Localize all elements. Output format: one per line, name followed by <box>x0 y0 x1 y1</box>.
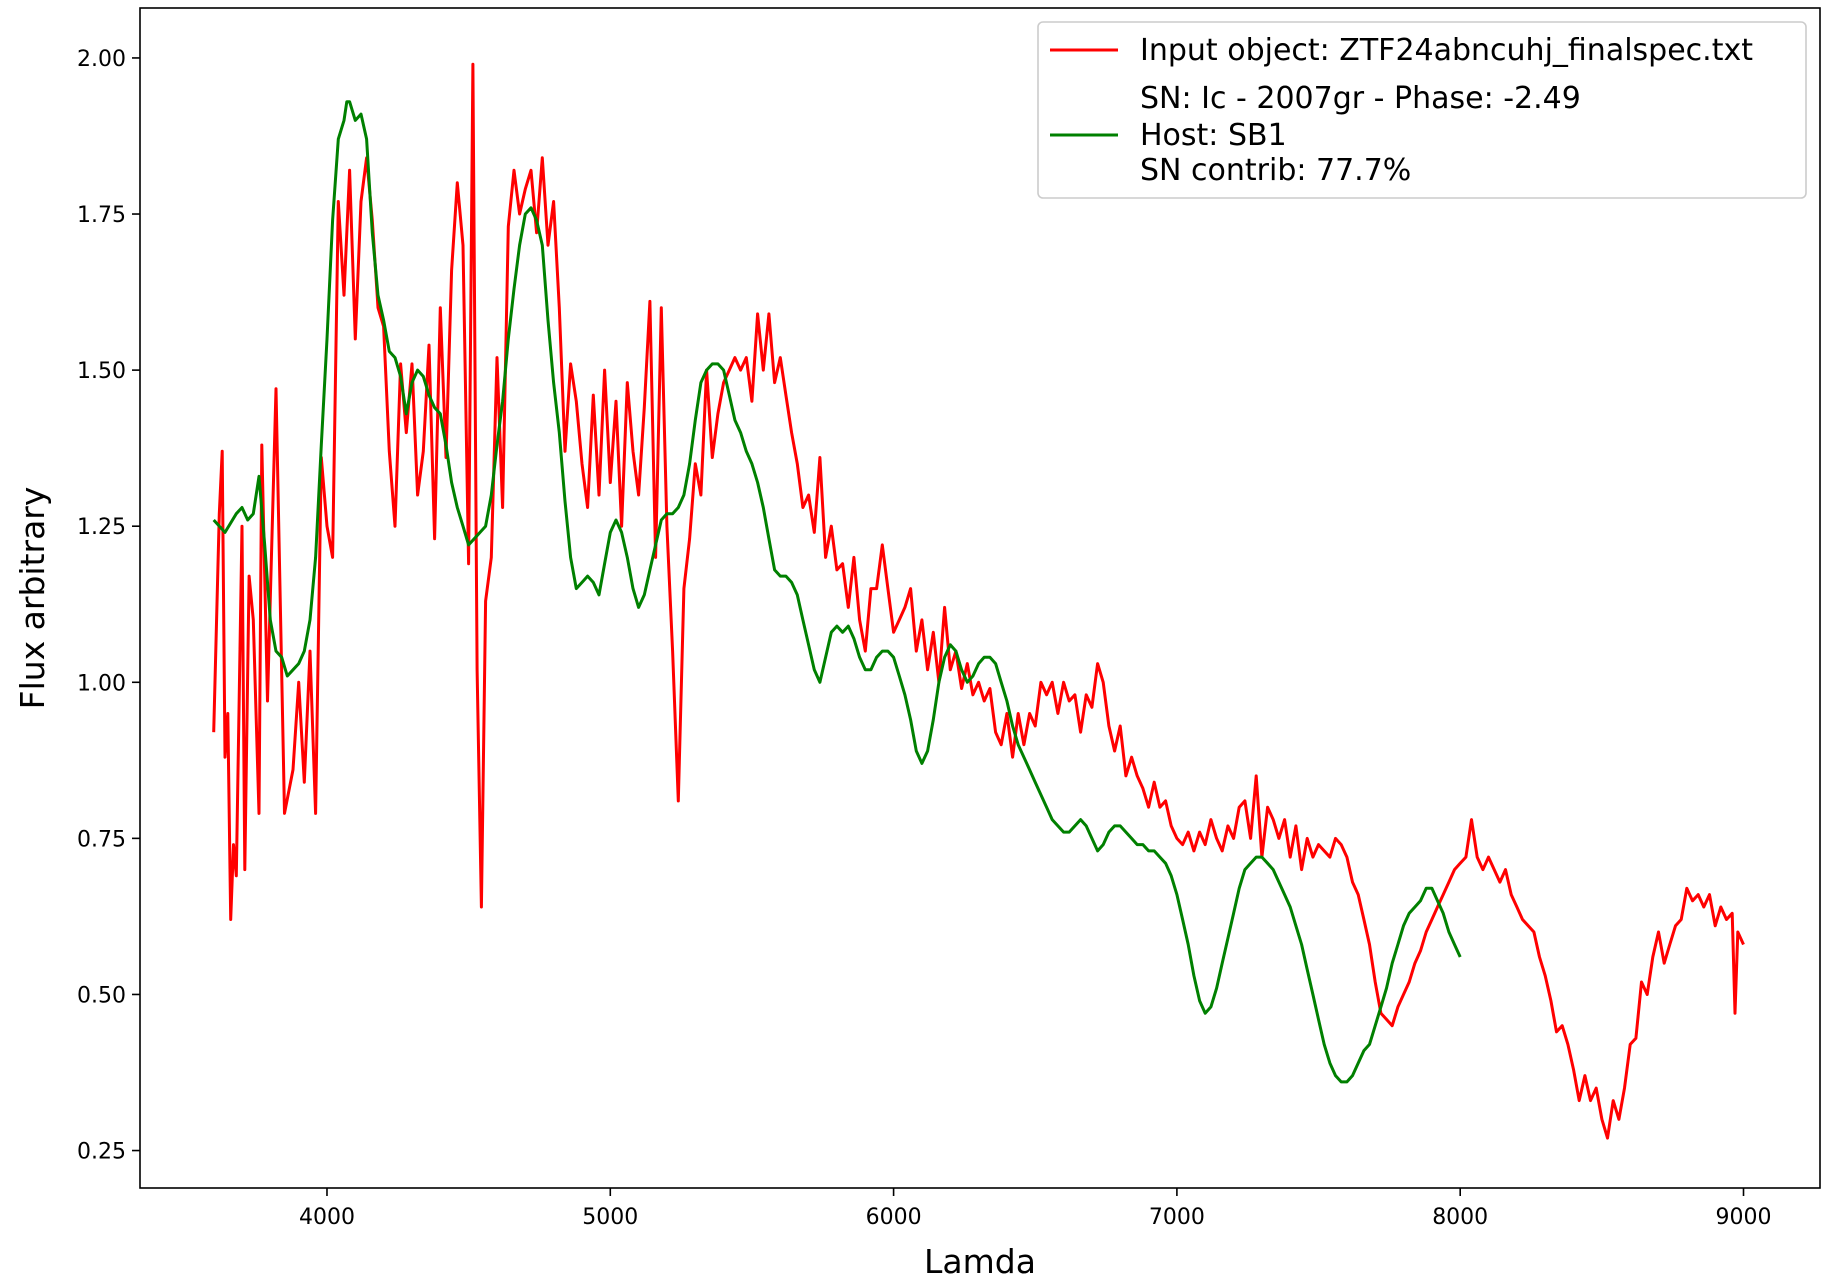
series-line-host-template <box>212 100 1462 1084</box>
series-layer <box>212 62 1745 1140</box>
x-tick-label: 6000 <box>866 1205 922 1230</box>
legend-label-sn: SN: Ic - 2007gr - Phase: -2.49 <box>1140 81 1581 116</box>
ticks-layer: 4000 5000 6000 7000 8000 9000 0.25 0.50 0.75 1.00… <box>77 47 1771 1230</box>
x-tick-label: 5000 <box>582 1205 638 1230</box>
legend-label-contrib: SN contrib: 77.7% <box>1140 153 1411 188</box>
x-tick-label: 9000 <box>1716 1205 1772 1230</box>
y-tick-label: 2.00 <box>77 47 126 72</box>
y-axis-title: Flux arbitrary <box>13 487 52 710</box>
x-axis-title: Lamda <box>924 1242 1036 1281</box>
y-tick-label: 0.25 <box>77 1140 126 1165</box>
y-tick-label: 1.75 <box>77 203 126 228</box>
legend-label-input: Input object: ZTF24abncuhj_finalspec.txt <box>1140 33 1753 68</box>
y-tick-label: 1.00 <box>77 671 126 696</box>
legend-box <box>1037 21 1807 199</box>
x-tick-label: 4000 <box>299 1205 355 1230</box>
y-tick-label: 0.50 <box>77 983 126 1008</box>
x-tick-label: 8000 <box>1432 1205 1488 1230</box>
y-tick-label: 1.50 <box>77 359 126 384</box>
y-tick-label: 1.25 <box>77 515 126 540</box>
legend-label-host: Host: SB1 <box>1140 118 1287 153</box>
plot-frame <box>139 7 1821 1189</box>
x-tick-label: 7000 <box>1149 1205 1205 1230</box>
legend: Input object: ZTF24abncuhj_finalspec.txt… <box>1037 21 1807 199</box>
y-tick-label: 0.75 <box>77 827 126 852</box>
